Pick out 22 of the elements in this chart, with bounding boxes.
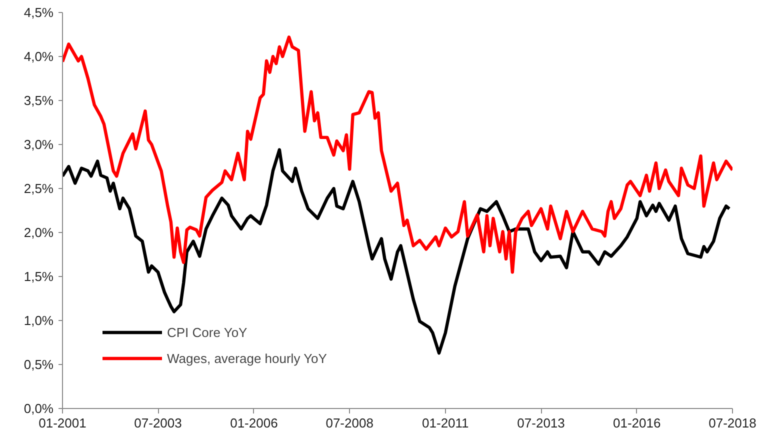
x-tick-label: 01-2011 [422,416,469,430]
y-tick-label: 4,0% [24,49,54,64]
y-tick-label: 3,5% [24,93,54,108]
x-tick-label: 07-2013 [517,416,565,430]
x-tick-label: 07-2008 [326,416,374,430]
y-tick-label: 1,5% [24,269,54,284]
y-tick-label: 0,5% [24,357,54,372]
line-series [62,36,732,274]
line-series [62,148,731,355]
x-tick-label: 01-2006 [230,416,278,430]
y-tick-label: 0,0% [24,401,54,416]
x-tick-label: 07-2003 [134,416,182,430]
x-tick-label: 07-2018 [708,416,756,430]
legend-label: Wages, average hourly YoY [167,350,327,366]
x-tick-label: 01-2001 [38,416,86,430]
y-tick-label: 4,5% [24,5,54,20]
y-tick-label: 2,0% [24,225,54,240]
x-tick-label: 01-2016 [613,416,661,430]
legend-label: CPI Core YoY [167,324,248,340]
y-tick-label: 1,0% [24,313,54,328]
y-tick-label: 2,5% [24,181,54,196]
y-tick-label: 3,0% [24,137,54,152]
